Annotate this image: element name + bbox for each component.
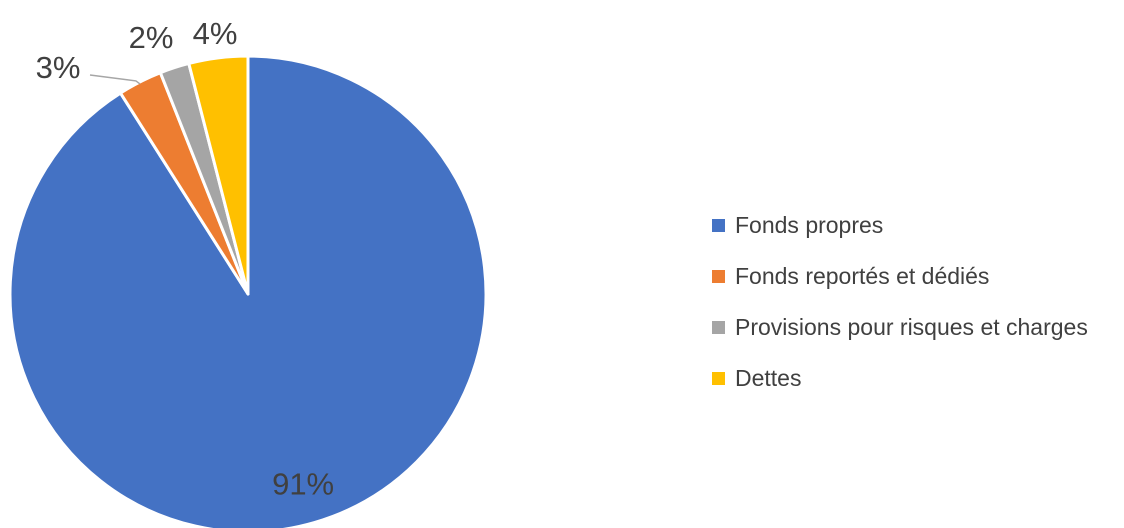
legend-label: Dettes <box>735 365 802 391</box>
legend-swatch <box>712 270 725 283</box>
legend-swatch <box>712 372 725 385</box>
data-label-provisions-pour-risques-et-charges: 2% <box>129 20 174 55</box>
data-label-dettes: 4% <box>193 16 238 51</box>
legend-label: Provisions pour risques et charges <box>735 314 1088 340</box>
legend: Fonds propres Fonds reportés et dédiés P… <box>712 200 1088 404</box>
pie-slice-dettes <box>187 54 250 296</box>
data-label-fonds-propres: 91% <box>272 467 334 502</box>
legend-item-fonds-reportes: Fonds reportés et dédiés <box>712 251 1088 302</box>
legend-swatch <box>712 219 725 232</box>
legend-swatch <box>712 321 725 334</box>
legend-item-dettes: Dettes <box>712 353 1088 404</box>
data-label-fonds-reportes-et-dedies: 3% <box>36 50 81 85</box>
legend-item-provisions: Provisions pour risques et charges <box>712 302 1088 353</box>
leader-line <box>89 74 141 85</box>
data-labels: 91% 3% 2% 4% <box>36 16 335 502</box>
pie-slices <box>8 54 488 528</box>
legend-item-fonds-propres: Fonds propres <box>712 200 1088 251</box>
legend-label: Fonds propres <box>735 212 884 238</box>
legend-label: Fonds reportés et dédiés <box>735 263 990 289</box>
